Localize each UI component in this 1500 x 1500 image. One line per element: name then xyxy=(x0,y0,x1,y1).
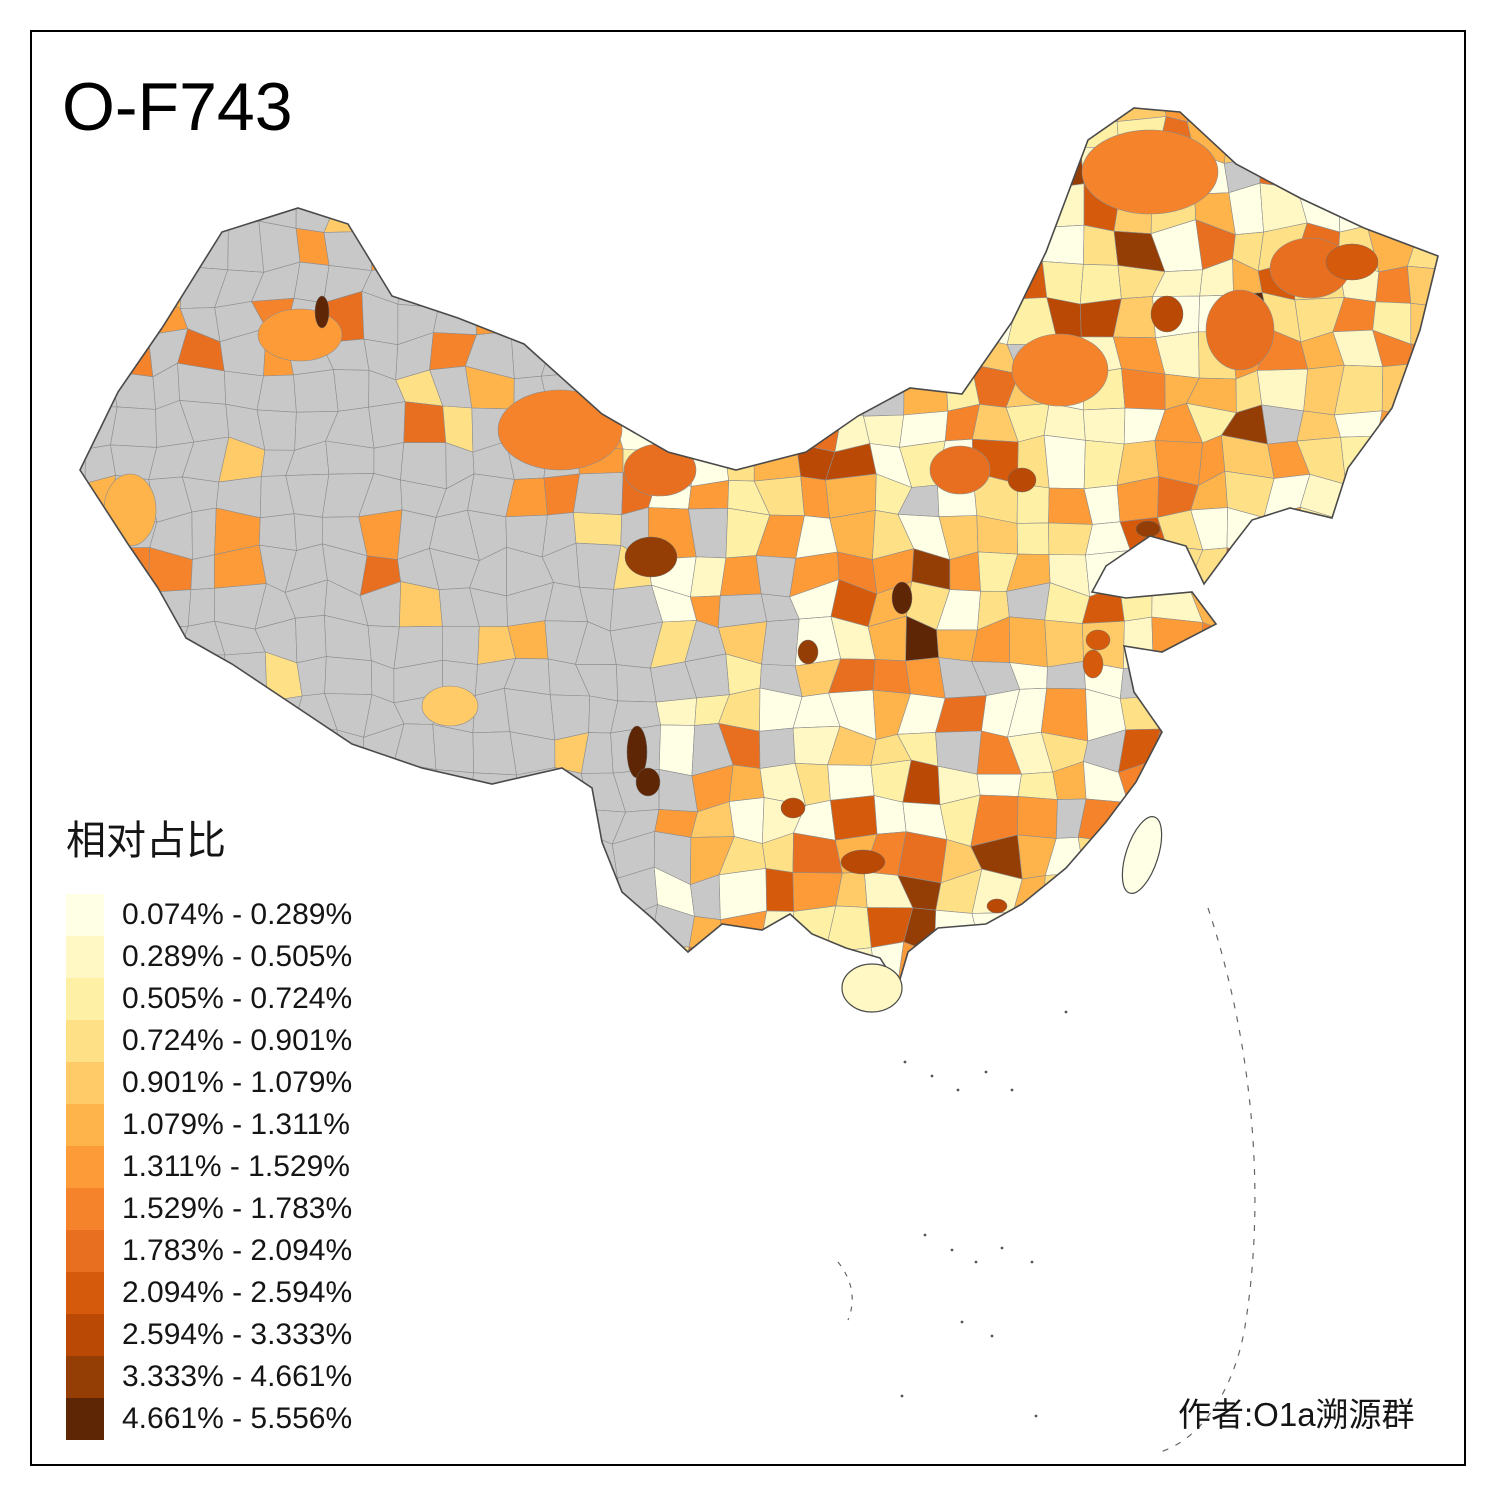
legend-swatch xyxy=(66,894,104,936)
scs-islet-dot xyxy=(903,1060,907,1064)
legend-swatch xyxy=(66,1188,104,1230)
scs-islet-dot xyxy=(950,1248,954,1252)
legend-item: 3.333% - 4.661% xyxy=(66,1356,352,1398)
legend-swatch xyxy=(66,1230,104,1272)
legend-item: 2.094% - 2.594% xyxy=(66,1272,352,1314)
legend-swatch xyxy=(66,1356,104,1398)
legend-item: 0.289% - 0.505% xyxy=(66,936,352,978)
scs-islet-dot xyxy=(974,1260,978,1264)
legend-title: 相对占比 xyxy=(66,819,226,863)
legend-label: 1.783% - 2.094% xyxy=(122,1234,353,1267)
legend-label: 1.529% - 1.783% xyxy=(122,1192,353,1225)
legend-item: 0.505% - 0.724% xyxy=(66,978,352,1020)
legend-label: 3.333% - 4.661% xyxy=(122,1360,353,1393)
legend-item: 1.311% - 1.529% xyxy=(66,1146,352,1188)
legend-swatch xyxy=(66,1398,104,1440)
legend-label: 0.901% - 1.079% xyxy=(122,1066,353,1099)
scs-islet-dot xyxy=(984,1070,988,1074)
scs-dashed-line xyxy=(1159,907,1256,1453)
legend-items: 0.074% - 0.289% 0.289% - 0.505% 0.505% - 0… xyxy=(66,894,352,1440)
legend-swatch xyxy=(66,1062,104,1104)
scs-islet-dot xyxy=(1030,1260,1034,1264)
legend-swatch xyxy=(66,1104,104,1146)
legend-label: 2.594% - 3.333% xyxy=(122,1318,353,1351)
legend-label: 1.311% - 1.529% xyxy=(122,1150,350,1183)
legend-label: 0.724% - 0.901% xyxy=(122,1024,353,1057)
legend-item: 1.079% - 1.311% xyxy=(66,1104,352,1146)
scs-islet-dot xyxy=(900,1394,904,1398)
scs-dashed-line-2 xyxy=(837,1261,853,1321)
legend-item: 4.661% - 5.556% xyxy=(66,1398,352,1440)
legend-label: 2.094% - 2.594% xyxy=(122,1276,353,1309)
legend: 相对占比 0.074% - 0.289% 0.289% - 0.505% 0.505… xyxy=(66,808,352,1440)
scs-islet-dot xyxy=(923,1233,927,1237)
scs-islet-dot xyxy=(1010,1088,1014,1092)
legend-label: 1.079% - 1.311% xyxy=(122,1108,350,1141)
legend-item: 0.901% - 1.079% xyxy=(66,1062,352,1104)
scs-islet-dot xyxy=(1034,1414,1038,1418)
legend-swatch xyxy=(66,936,104,978)
legend-label: 0.505% - 0.724% xyxy=(122,982,353,1015)
legend-label: 0.074% - 0.289% xyxy=(122,898,353,931)
legend-swatch xyxy=(66,1272,104,1314)
taiwan-island xyxy=(1121,816,1163,894)
map-title: O-F743 xyxy=(62,69,293,145)
legend-swatch xyxy=(66,1314,104,1356)
hainan-island xyxy=(841,963,903,1013)
legend-label: 0.289% - 0.505% xyxy=(122,940,353,973)
scs-islet-dot xyxy=(960,1320,964,1324)
scs-islet-dot xyxy=(1064,1010,1068,1014)
legend-item: 1.783% - 2.094% xyxy=(66,1230,352,1272)
legend-item: 1.529% - 1.783% xyxy=(66,1188,352,1230)
scs-islet-dot xyxy=(1000,1246,1004,1250)
legend-label: 4.661% - 5.556% xyxy=(122,1402,353,1435)
legend-item: 2.594% - 3.333% xyxy=(66,1314,352,1356)
legend-item: 0.074% - 0.289% xyxy=(66,894,352,936)
legend-swatch xyxy=(66,978,104,1020)
scs-islet-dot xyxy=(930,1074,934,1078)
attribution-text: 作者:O1a溯源群 xyxy=(1178,1396,1415,1433)
scs-islet-dot xyxy=(956,1088,960,1092)
legend-swatch xyxy=(66,1146,104,1188)
scs-islet-dot xyxy=(990,1334,994,1338)
legend-item: 0.724% - 0.901% xyxy=(66,1020,352,1062)
national-boundary xyxy=(79,107,1439,988)
legend-swatch xyxy=(66,1020,104,1062)
